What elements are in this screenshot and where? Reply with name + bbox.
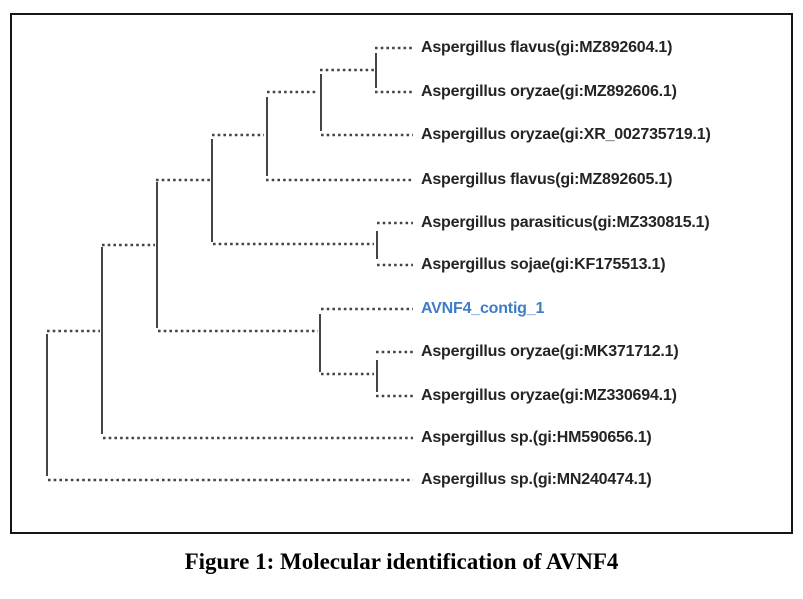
- taxon-label: Aspergillus flavus(gi:MZ892605.1): [421, 171, 673, 188]
- taxon-label: Aspergillus oryzae(gi:MZ330694.1): [421, 387, 677, 404]
- taxon-label: Aspergillus sp.(gi:MN240474.1): [421, 471, 652, 488]
- figure-caption: Figure 1: Molecular identification of AV…: [184, 549, 619, 574]
- taxon-label: Aspergillus parasiticus(gi:MZ330815.1): [421, 214, 710, 231]
- taxon-label: Aspergillus sojae(gi:KF175513.1): [421, 256, 666, 273]
- taxon-label-avnf4-contig: AVNF4_contig_1: [421, 300, 545, 317]
- taxon-label: Aspergillus sp.(gi:HM590656.1): [421, 429, 652, 446]
- figure-border-box: [10, 13, 793, 534]
- taxon-label: Aspergillus oryzae(gi:MK371712.1): [421, 343, 679, 360]
- taxon-label: Aspergillus oryzae(gi:MZ892606.1): [421, 83, 677, 100]
- taxon-label: Aspergillus flavus(gi:MZ892604.1): [421, 39, 673, 56]
- taxon-label: Aspergillus oryzae(gi:XR_002735719.1): [421, 126, 711, 143]
